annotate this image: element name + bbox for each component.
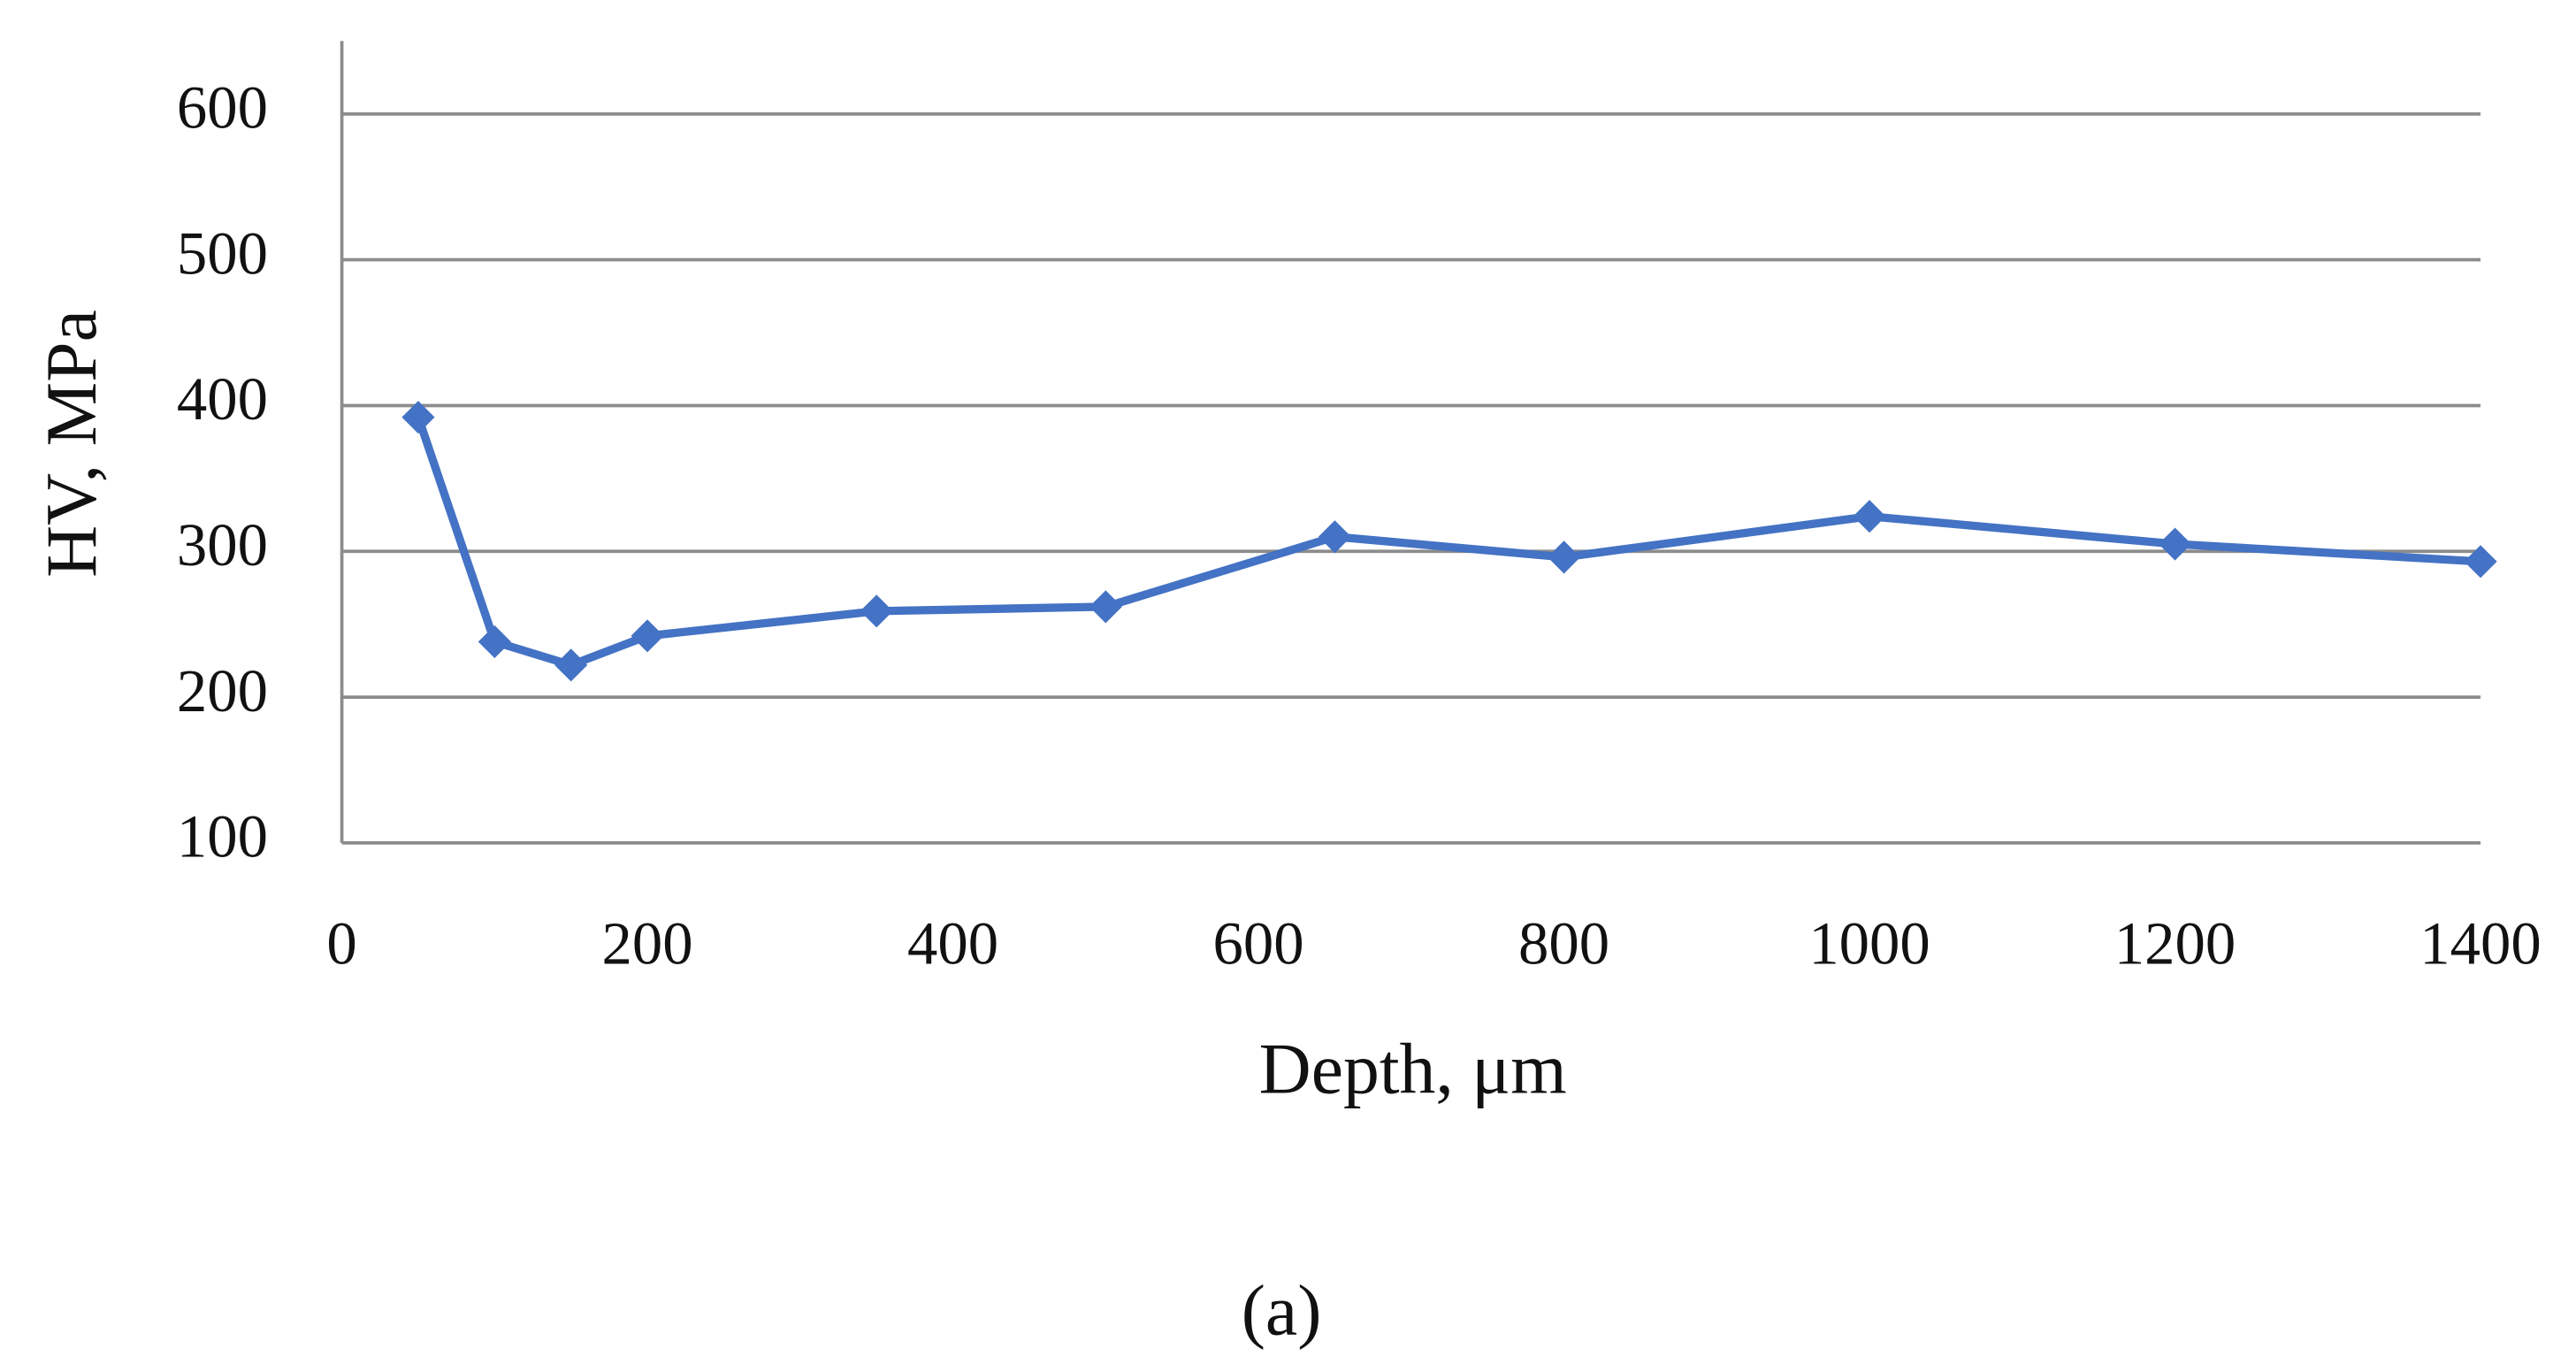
y-axis-title: HV, MPa bbox=[31, 310, 111, 578]
y-tick-label: 400 bbox=[177, 365, 268, 433]
y-tick-label: 500 bbox=[177, 219, 268, 287]
caption: (a) bbox=[1242, 1269, 1322, 1350]
x-tick-label: 0 bbox=[326, 909, 356, 977]
x-tick-label: 600 bbox=[1213, 909, 1304, 977]
x-tick-label: 400 bbox=[907, 909, 998, 977]
x-tick-label: 200 bbox=[602, 909, 693, 977]
x-tick-label: 800 bbox=[1518, 909, 1609, 977]
y-tick-label: 600 bbox=[177, 74, 268, 142]
data-point bbox=[1318, 520, 1352, 554]
x-tick-label: 1200 bbox=[2114, 909, 2236, 977]
x-tick-label: 1000 bbox=[1808, 909, 1930, 977]
data-point bbox=[2158, 527, 2192, 561]
y-tick-label: 100 bbox=[177, 803, 268, 870]
data-point bbox=[401, 401, 435, 434]
y-tick-label: 300 bbox=[177, 511, 268, 579]
y-tick-label: 200 bbox=[177, 657, 268, 724]
data-point bbox=[1853, 500, 1886, 533]
data-point bbox=[478, 625, 511, 659]
data-point bbox=[1089, 590, 1122, 624]
x-tick-label: 1400 bbox=[2419, 909, 2541, 977]
data-point bbox=[1547, 540, 1581, 574]
data-point bbox=[554, 648, 588, 682]
data-point bbox=[631, 619, 664, 653]
data-point bbox=[860, 594, 893, 628]
x-axis-title: Depth, μm bbox=[1259, 1028, 1567, 1108]
